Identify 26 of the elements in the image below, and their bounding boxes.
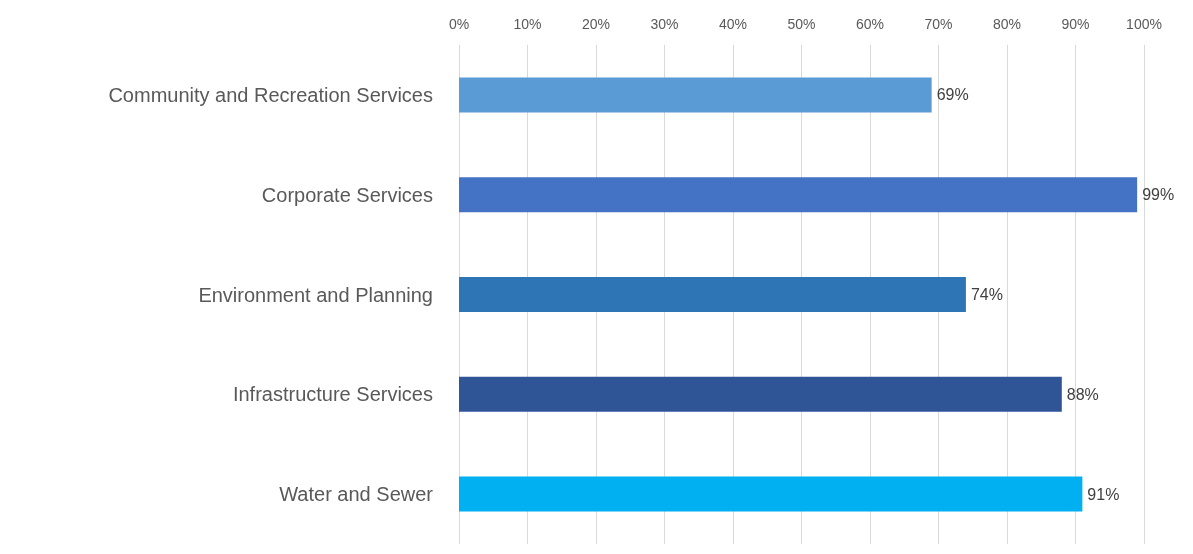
y-tick-label: Environment and Planning [198, 283, 433, 306]
x-tick-label: 60% [855, 16, 885, 32]
x-tick-label: 70% [924, 16, 953, 32]
y-tick-label: Infrastructure Services [232, 383, 433, 406]
y-tick-label: Community and Recreation Services [108, 83, 433, 106]
bar [459, 376, 1062, 412]
bar [459, 476, 1083, 512]
x-tick-label: 20% [581, 16, 611, 32]
x-tick-label: 30% [650, 16, 679, 32]
x-tick-label: 50% [787, 16, 816, 32]
data-label: 91% [1087, 485, 1120, 503]
bar [459, 277, 966, 312]
data-label: 99% [1142, 186, 1175, 204]
bar [459, 177, 1138, 213]
x-tick-label: 80% [992, 16, 1022, 32]
data-label: 69% [936, 86, 969, 104]
bar [459, 77, 932, 113]
x-tick-label: 40% [718, 16, 748, 32]
y-tick-label: Corporate Services [261, 183, 433, 206]
x-tick-label: 90% [1061, 16, 1090, 32]
x-tick-label: 0% [448, 16, 470, 32]
data-label: 88% [1066, 385, 1099, 403]
data-label: 74% [970, 286, 1003, 303]
x-tick-label: 100% [1126, 16, 1162, 32]
y-tick-label: Water and Sewer [279, 483, 434, 506]
x-tick-label: 10% [513, 16, 542, 32]
